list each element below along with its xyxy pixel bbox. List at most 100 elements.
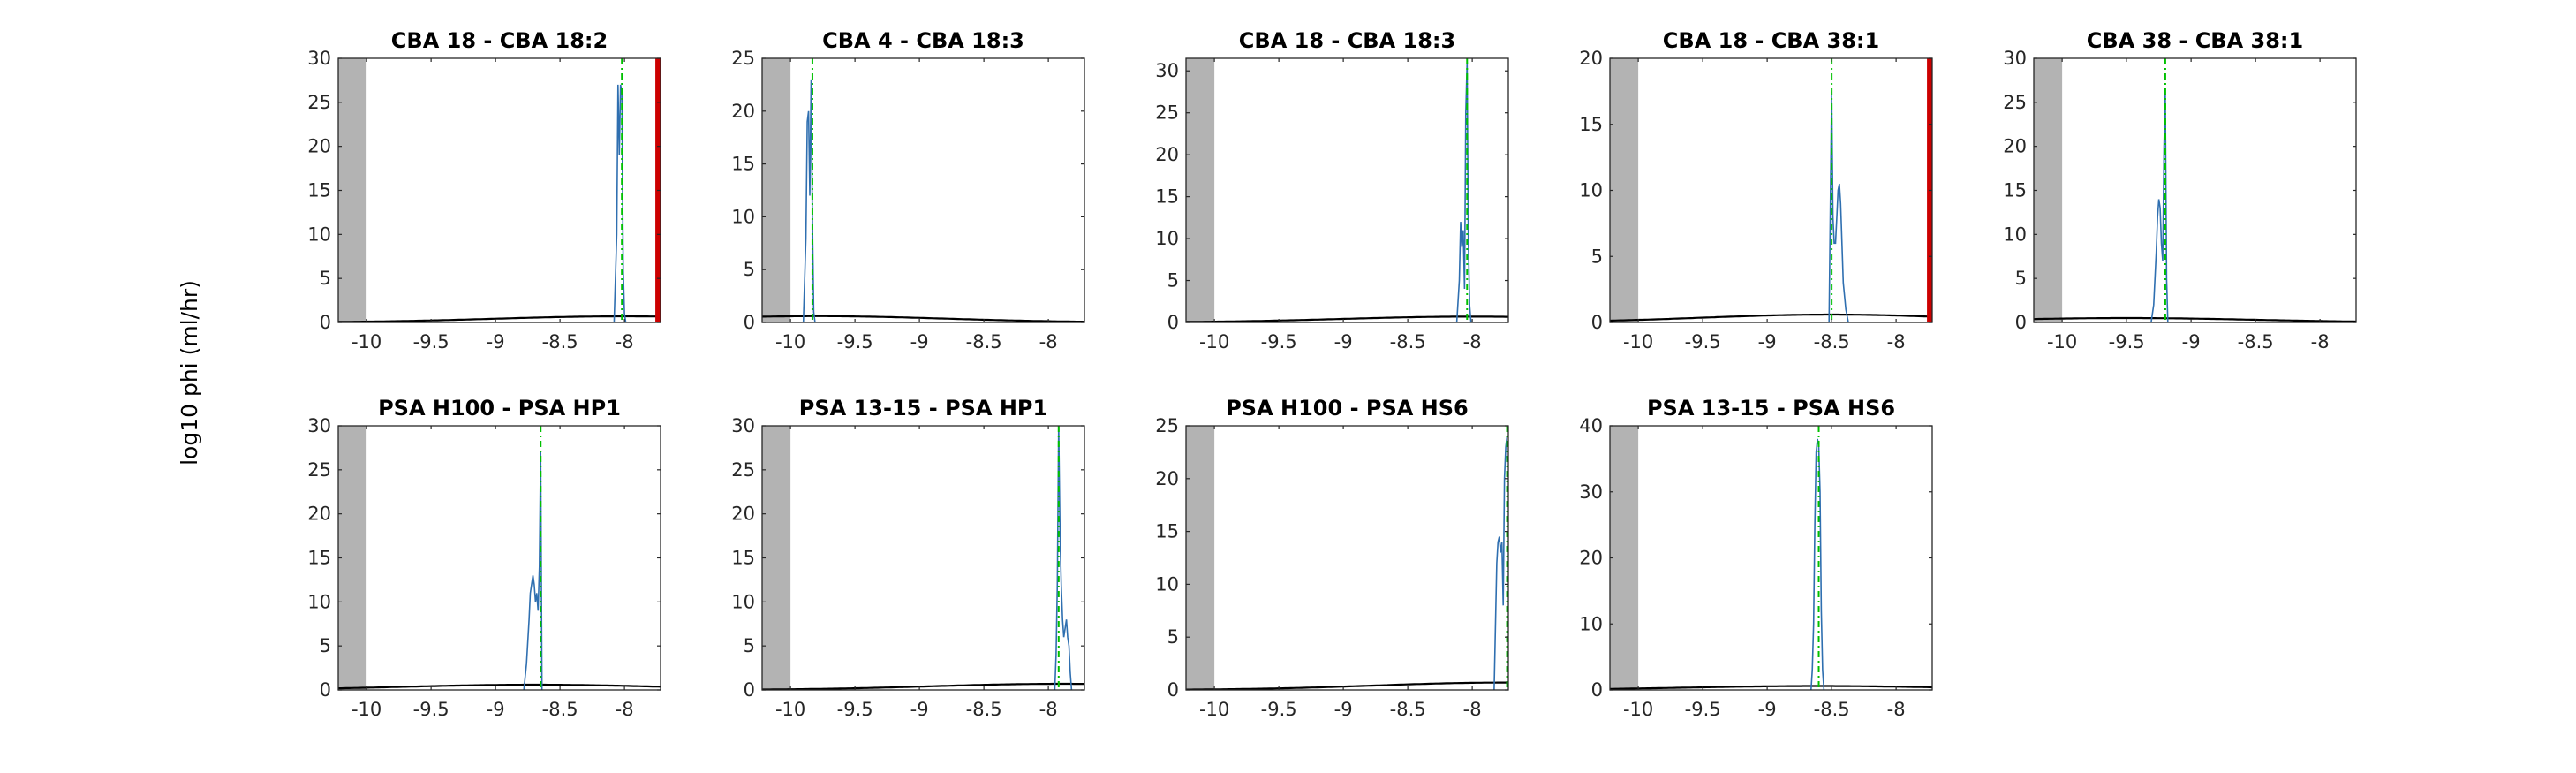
x-tick-label: -8: [1463, 331, 1482, 352]
y-tick-label: 20: [1155, 468, 1179, 489]
y-tick-label: 25: [731, 48, 755, 69]
panel-5: -10 -9.5 -9 -8.5 -8 0 5 10 15 20 25 30 CBA 38 - CBA …: [2003, 28, 2357, 352]
panel-8: -10 -9.5 -9 -8.5 -8 0 5 10 15 20 25 PSA H100 - PSA …: [1155, 396, 1509, 720]
x-tick-label: -10: [2047, 331, 2077, 352]
panel-title: PSA H100 - PSA HP1: [378, 396, 621, 421]
y-tick-label: 15: [1579, 114, 1603, 135]
x-tick-label: -10: [351, 331, 381, 352]
prior-curve: [1610, 685, 1932, 690]
x-tick-label: -9.5: [837, 699, 873, 720]
y-tick-label: 20: [2003, 136, 2027, 157]
posterior-histogram: [802, 79, 816, 322]
y-tick-label: 15: [307, 180, 331, 201]
x-tick-label: -8.5: [1814, 331, 1850, 352]
y-tick-label: 20: [307, 504, 331, 525]
plot-area: [1610, 426, 1932, 690]
x-tick-label: -9: [1334, 331, 1353, 352]
x-tick-label: -8.5: [966, 331, 1002, 352]
shaded-region: [1186, 58, 1215, 322]
panel-1: -10 -9.5 -9 -8.5 -8 0 5 10 15 20 25 30 CBA 18 - CBA …: [307, 28, 661, 352]
y-tick-label: 15: [2003, 180, 2027, 201]
prior-curve: [338, 683, 661, 690]
x-tick-label: -8: [1039, 331, 1058, 352]
x-tick-label: -9: [1334, 699, 1353, 720]
y-tick-label: 25: [307, 459, 331, 481]
prior-curve: [762, 315, 1084, 322]
y-tick-label: 20: [1579, 548, 1603, 569]
x-tick-label: -8.5: [966, 699, 1002, 720]
plot-area: [762, 58, 1084, 322]
plot-marks: [762, 426, 1084, 690]
y-tick-label: 10: [1579, 613, 1603, 634]
x-tick-label: -8: [1887, 699, 1906, 720]
axes-box: [761, 57, 1085, 323]
prior-curve: [2034, 316, 2356, 322]
x-tick-label: -9: [487, 699, 505, 720]
y-tick-label: 0: [1167, 312, 1179, 333]
shaded-region: [1610, 58, 1639, 322]
panel-title: CBA 18 - CBA 18:2: [391, 28, 608, 53]
plot-marks: [338, 426, 661, 690]
panel-7: -10 -9.5 -9 -8.5 -8 0 5 10 15 20 25 30 PSA 13-15 - P…: [731, 396, 1085, 720]
x-tick-label: -10: [1623, 331, 1653, 352]
panel-6: -10 -9.5 -9 -8.5 -8 0 5 10 15 20 25 30 PSA H100 - PS…: [307, 396, 661, 720]
y-tick-label: 40: [1579, 415, 1603, 436]
y-tick-label: 5: [1591, 246, 1603, 267]
x-tick-label: -10: [775, 699, 805, 720]
plot-area: [1186, 426, 1508, 690]
x-tick-label: -8: [1463, 699, 1482, 720]
x-tick-label: -8: [616, 331, 634, 352]
y-tick-label: 10: [731, 206, 755, 227]
plot-marks: [2034, 58, 2356, 322]
panel-title: PSA 13-15 - PSA HP1: [799, 396, 1047, 421]
y-tick-label: 10: [2003, 224, 2027, 245]
x-tick-label: -8.5: [1814, 699, 1850, 720]
y-tick-label: 0: [2015, 312, 2027, 333]
x-tick-label: -8.5: [2238, 331, 2274, 352]
panel-title: PSA H100 - PSA HS6: [1226, 396, 1469, 421]
x-tick-label: -8.5: [542, 699, 578, 720]
x-tick-label: -9.5: [413, 331, 449, 352]
x-tick-label: -8.5: [1390, 331, 1426, 352]
posterior-histogram: [1828, 91, 1849, 322]
y-tick-label: 25: [1155, 102, 1179, 124]
shaded-region: [762, 426, 791, 690]
panel-title: CBA 4 - CBA 18:3: [822, 28, 1024, 53]
panel-title: PSA 13-15 - PSA HS6: [1647, 396, 1895, 421]
x-tick-label: -10: [775, 331, 805, 352]
prior-curve: [1610, 313, 1932, 322]
y-tick-label: 20: [731, 101, 755, 122]
x-tick-label: -9: [487, 331, 505, 352]
prior-curve: [1186, 315, 1508, 322]
plot-marks: [1186, 58, 1508, 322]
y-tick-label: 30: [307, 48, 331, 69]
shaded-region: [338, 426, 367, 690]
plot-area: [2034, 58, 2356, 322]
x-tick-label: -10: [1199, 331, 1229, 352]
posterior-histogram: [1810, 438, 1825, 690]
y-tick-label: 20: [1579, 48, 1603, 69]
x-tick-label: -9: [910, 331, 929, 352]
y-tick-label: 10: [307, 224, 331, 245]
y-tick-label: 15: [307, 548, 331, 569]
shaded-region: [338, 58, 367, 322]
x-tick-label: -9.5: [2109, 331, 2145, 352]
y-tick-label: 10: [1155, 228, 1179, 249]
y-tick-label: 15: [731, 548, 755, 569]
plot-area: [338, 426, 661, 690]
prior-curve: [338, 315, 661, 322]
y-tick-label: 10: [731, 591, 755, 612]
posterior-histogram: [523, 451, 543, 690]
x-tick-label: -8: [2311, 331, 2330, 352]
y-tick-label: 10: [307, 591, 331, 612]
posterior-histogram: [1054, 426, 1073, 690]
x-tick-label: -8.5: [1390, 699, 1426, 720]
x-tick-label: -9: [910, 699, 929, 720]
y-tick-label: 5: [744, 635, 755, 656]
y-tick-label: 0: [320, 312, 331, 333]
x-tick-label: -9.5: [1685, 331, 1721, 352]
x-tick-label: -9: [1758, 699, 1777, 720]
shaded-region: [2034, 58, 2063, 322]
y-tick-label: 0: [744, 679, 755, 701]
